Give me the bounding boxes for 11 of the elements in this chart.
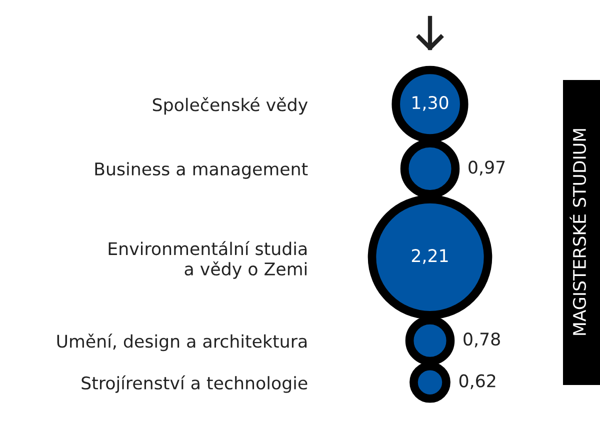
text: MAGISTERSKÉ STUDIUM: [570, 129, 586, 335]
category-label: Environmentální studia a vědy o Zemi: [108, 241, 307, 279]
category-label: Společenské vědy: [152, 97, 308, 115]
category-label: Strojírenství a technologie: [82, 375, 308, 393]
data-label: 0,97: [468, 160, 505, 176]
data-label: 2,21: [412, 249, 448, 264]
data-label: 0,78: [464, 332, 500, 348]
category-label: Business a management: [95, 162, 308, 179]
data-label: 1,30: [412, 96, 448, 111]
data-label: 0,62: [459, 374, 496, 390]
category-label: Umění, design a architektura: [57, 334, 307, 352]
